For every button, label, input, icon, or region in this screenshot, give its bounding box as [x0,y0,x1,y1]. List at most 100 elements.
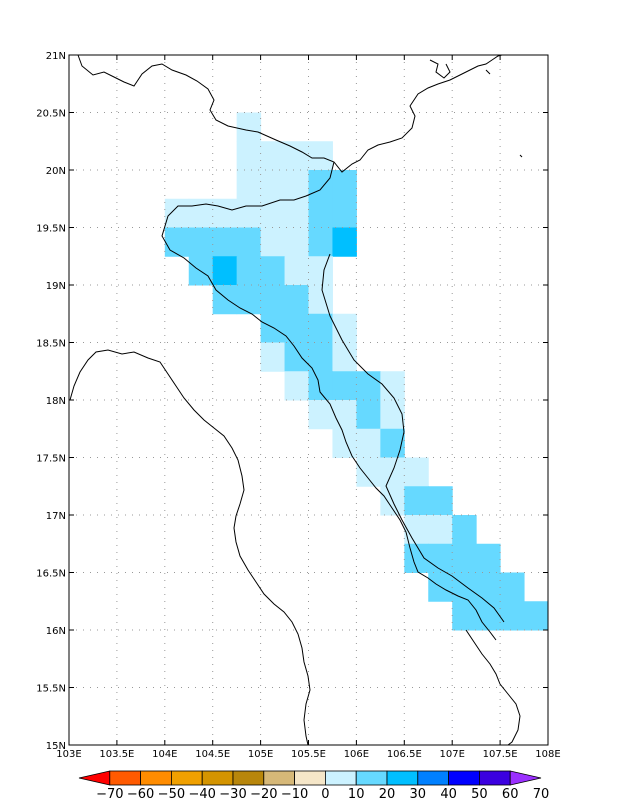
y-tick-label: 17.5N [36,454,66,465]
heatmap-cell [260,313,286,343]
heatmap-cell [164,198,190,228]
colorbar-segment [232,770,265,786]
heatmap-cell [284,313,309,343]
heatmap-cell [284,227,309,257]
colorbar-label: −40 [188,787,215,800]
heatmap-cell [452,515,477,545]
colorbar-label: −50 [158,787,185,800]
colorbar-label: −10 [281,787,308,800]
colorbar-segment [263,770,295,786]
heatmap-cell [188,227,214,257]
heatmap-cell [236,141,262,171]
y-tick-label: 15.5N [36,684,66,695]
colorbar: −70 −60 −50 −40 −30 −20 −10 0 10 20 30 40 50 60 70 [78,770,550,800]
heatmap-cell [212,256,238,286]
colorbar-label: 60 [502,787,519,800]
coastline-north [77,54,503,173]
y-tick-label: 21N [46,51,66,62]
heatmap-cell [380,428,405,458]
heatmap-cell [332,170,357,200]
x-tick-label: 106E [344,749,369,760]
heatmap-cell [212,198,238,228]
heatmap-cell [332,428,357,458]
y-tick-label: 17N [46,511,66,522]
x-tick-label: 107E [439,749,464,760]
heatmap-cell [332,198,357,228]
y-tick-label: 16.5N [36,569,66,580]
y-axis-ticks: 15N 15.5N 16N 16.5N 17N 17.5N 18N 18.5N 19N 19.5N… [36,51,548,752]
heatmap-cell [428,543,453,573]
x-tick-label: 107.5E [483,749,518,760]
x-tick-label: 108E [535,749,560,760]
heatmap-cell [284,141,309,171]
colorbar-segment [386,770,419,786]
heatmap-cell [404,486,429,516]
heatmap-cell [236,285,262,315]
heatmap-cell [308,371,333,401]
heatmap-cell [308,313,333,343]
heatmap-cell [164,227,190,257]
heatmap-cell [260,342,286,372]
heatmap-cell [308,198,333,228]
colorbar-segment [478,770,511,786]
heatmap-cell [356,400,381,430]
colorbar-label: −60 [127,787,154,800]
colorbar-label: 50 [471,787,488,800]
colorbar-label: 10 [348,787,365,800]
colorbar-label: 0 [321,787,329,800]
colorbar-label: 40 [440,787,457,800]
colorbar-label: −20 [250,787,277,800]
heatmap-cell [260,256,286,286]
heatmap-cell [308,285,333,315]
colorbar-segment [324,770,357,786]
heatmap-cell [452,543,477,573]
colorbar-label: 30 [410,787,427,800]
heatmap-cell [332,342,357,372]
colorbar-label: −30 [219,787,246,800]
colorbar-segment [109,770,142,786]
coastline-gulf [161,161,497,641]
island-ne [429,59,523,158]
heatmap-cell [188,198,214,228]
heatmap-cell [284,371,309,401]
y-tick-label: 18N [46,396,66,407]
heatmap-cell [476,543,501,573]
y-tick-label: 15N [46,741,66,752]
heatmap-cell [236,256,262,286]
heatmap-cell [284,256,309,286]
x-tick-label: 105.5E [291,749,326,760]
x-axis-ticks: 103E 103.5E 104E 104.5E 105E 105.5E 106E 106.5E… [56,55,561,760]
x-tick-label: 105E [248,749,273,760]
heatmap-cell [284,285,309,315]
colorbar-segment [78,770,111,786]
heatmap-cell [380,400,405,430]
y-tick-label: 19.5N [36,224,66,235]
heatmap-cell [308,400,333,430]
heatmap-cell [260,227,286,257]
colorbar-segment [170,770,203,786]
y-tick-label: 19N [46,281,66,292]
y-tick-label: 20N [46,166,66,177]
heatmap-cell [332,400,357,430]
heatmap-cell [212,227,238,257]
colorbar-segment [201,770,234,786]
heatmap-cell [476,601,501,631]
heatmap-cell [404,457,429,487]
heatmap-cell [236,112,262,142]
heatmap-cell [332,227,357,257]
heatmap-cell [452,572,477,602]
y-tick-label: 16N [46,626,66,637]
heatmap-cell [524,601,549,631]
heatmap-cell [356,371,381,401]
colorbar-segment [417,770,449,786]
y-tick-label: 18.5N [36,339,66,350]
colorbar-segment [509,770,542,786]
heatmap-cells [164,112,549,631]
x-tick-label: 103.5E [99,749,134,760]
grid-lines [69,55,548,745]
heatmap-cell [428,486,453,516]
heatmap-cell [308,141,333,171]
heatmap-cell [404,515,429,545]
colorbar-label: 70 [533,787,550,800]
